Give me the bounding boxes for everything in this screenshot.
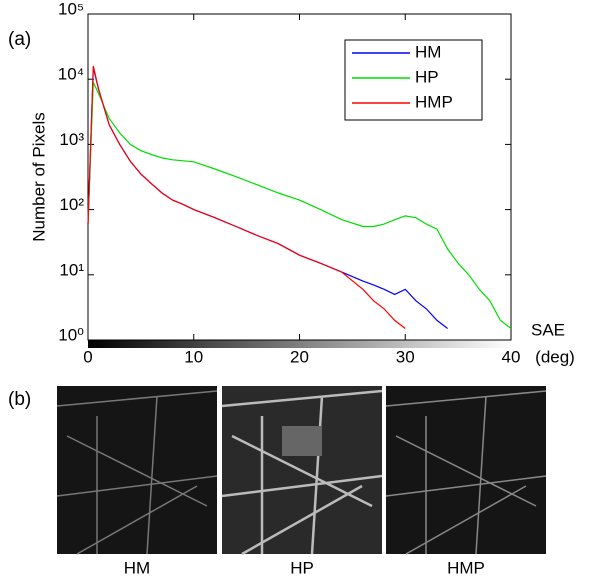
y-tick-label: 10¹ <box>59 260 84 279</box>
image-row <box>56 386 547 556</box>
legend-label: HM <box>415 42 441 61</box>
y-tick-label: 10³ <box>59 130 84 149</box>
image <box>56 386 218 555</box>
y-axis-label: Number of Pixels <box>29 112 48 241</box>
x-tick-label: 0 <box>83 347 92 366</box>
image <box>385 386 547 555</box>
legend: HM HP HMP <box>344 39 483 121</box>
image <box>221 386 383 556</box>
panel-label: (a) <box>8 29 31 50</box>
legend-label: HP <box>415 67 439 86</box>
panel-label: (b) <box>8 389 31 410</box>
y-tick-label: 10⁵ <box>58 0 84 18</box>
image-caption: HP <box>290 558 314 577</box>
x-tick-label: 20 <box>290 347 309 366</box>
x-tick-label: 40 <box>502 347 521 366</box>
y-tick-label: 10⁴ <box>58 65 84 84</box>
x-axis-unit: (deg) <box>535 347 575 366</box>
x-tick-label: 10 <box>184 347 203 366</box>
legend-label: HMP <box>415 92 453 111</box>
x-axis-label: SAE <box>531 320 565 339</box>
y-tick-label: 10² <box>59 195 84 214</box>
x-tick-label: 30 <box>396 347 415 366</box>
series-line <box>87 81 512 329</box>
legend-box <box>344 39 483 121</box>
image-caption: HMP <box>447 558 485 577</box>
colorbar <box>88 340 511 348</box>
y-tick-label: 10⁰ <box>58 325 84 344</box>
series-line <box>87 65 406 329</box>
image-caption: HM <box>124 558 150 577</box>
